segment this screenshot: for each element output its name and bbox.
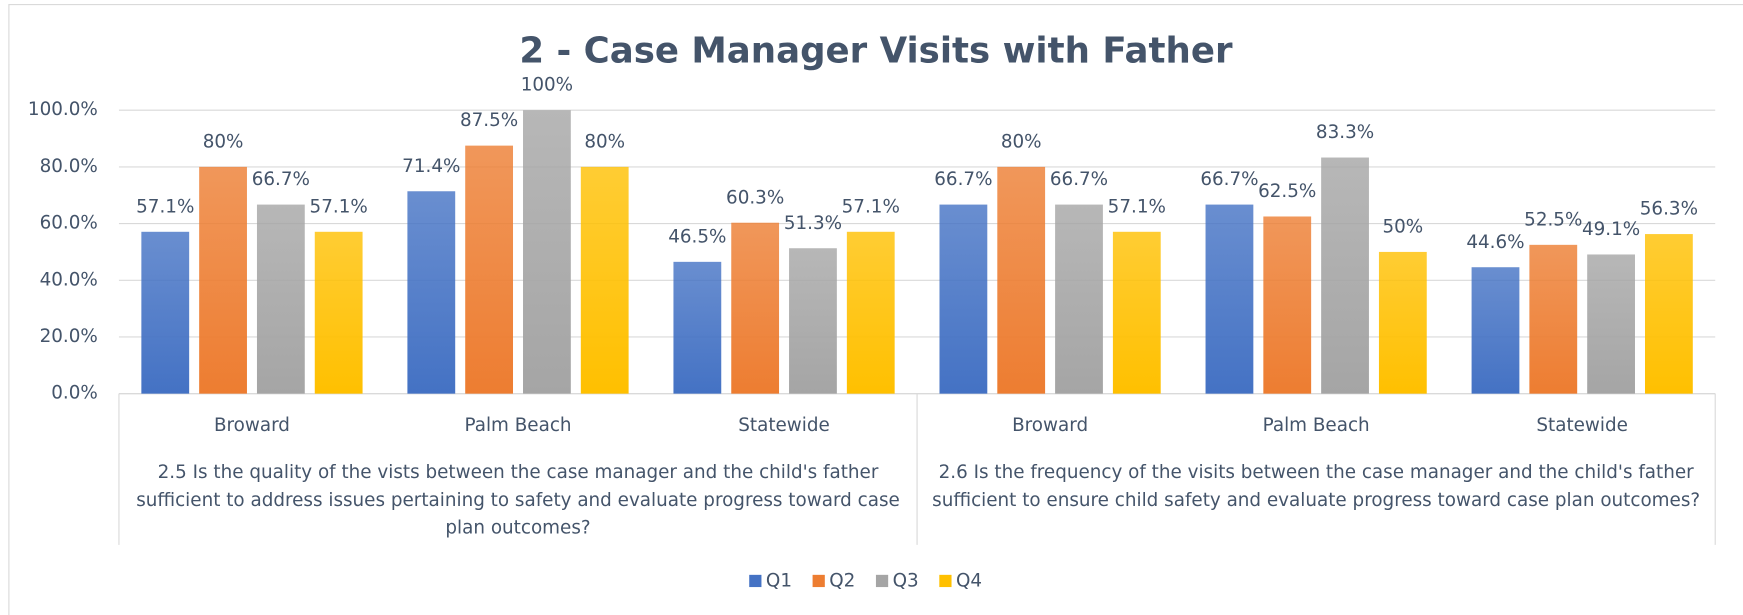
x-tick-label: Broward [1012, 415, 1088, 436]
x-tick-label: Statewide [738, 415, 830, 436]
y-tick-label: 0.0% [51, 383, 98, 404]
legend-swatch [749, 574, 762, 588]
bar [314, 231, 363, 394]
data-label: 80% [1001, 131, 1042, 152]
bar [939, 204, 988, 394]
x-tick-label: Palm Beach [465, 415, 572, 436]
bar [1471, 267, 1520, 394]
x-tick-label: Statewide [1536, 415, 1628, 436]
group-label: 2.6 Is the frequency of the visits betwe… [932, 461, 1701, 511]
data-label: 50% [1382, 216, 1423, 237]
y-tick-label: 80.0% [40, 156, 98, 177]
data-label: 83.3% [1316, 122, 1374, 143]
bar [846, 231, 895, 394]
bar [465, 145, 514, 394]
data-label: 57.1% [1108, 196, 1166, 217]
data-label: 66.7% [934, 169, 992, 190]
bar [1055, 204, 1103, 394]
bar [731, 222, 780, 394]
bar [1263, 216, 1312, 394]
y-tick-label: 40.0% [40, 269, 98, 290]
legend-label: Q1 [766, 571, 792, 592]
x-tick-label: Palm Beach [1263, 415, 1370, 436]
data-label: 66.7% [1050, 169, 1108, 190]
data-label: 44.6% [1466, 232, 1524, 253]
group-label-box: 2.6 Is the frequency of the visits betwe… [932, 461, 1701, 511]
data-label: 100% [521, 75, 573, 96]
data-label: 87.5% [460, 110, 518, 131]
bar [1205, 204, 1254, 394]
group-label: 2.5 Is the quality of the vists between … [136, 461, 900, 539]
chart-title: 2 - Case Manager Visits with Father [519, 30, 1233, 71]
data-label: 71.4% [402, 156, 460, 177]
data-label: 60.3% [726, 187, 784, 208]
data-label: 80% [203, 131, 244, 152]
group-label-box: 2.5 Is the quality of the vists between … [136, 461, 900, 539]
bar [1644, 234, 1693, 394]
legend-label: Q3 [893, 571, 919, 592]
bar [580, 166, 629, 394]
legend-swatch [939, 574, 952, 588]
data-label: 46.5% [668, 226, 726, 247]
data-label: 52.5% [1524, 209, 1582, 230]
bar [256, 204, 305, 394]
data-label: 66.7% [1200, 169, 1258, 190]
bar [1112, 231, 1161, 394]
bar [523, 110, 571, 394]
legend-label: Q2 [829, 571, 855, 592]
x-tick-label: Broward [214, 415, 290, 436]
data-label: 49.1% [1582, 219, 1640, 240]
data-label: 62.5% [1258, 181, 1316, 202]
data-label: 66.7% [252, 169, 310, 190]
data-label: 80% [584, 131, 625, 152]
chart-border [8, 4, 1743, 615]
bar [1529, 244, 1578, 394]
bar [1378, 251, 1427, 394]
legend-label: Q4 [956, 571, 982, 592]
bar [1321, 157, 1369, 394]
bar [1587, 254, 1635, 394]
bar [997, 166, 1046, 394]
y-tick-label: 60.0% [40, 213, 98, 234]
bar [407, 191, 456, 394]
legend-swatch [875, 574, 889, 588]
bar [673, 261, 722, 394]
data-label: 51.3% [784, 213, 842, 234]
bar [789, 248, 837, 394]
legend-swatch [812, 574, 825, 588]
y-tick-label: 100.0% [28, 99, 98, 120]
bar [199, 166, 247, 394]
bar [141, 231, 190, 394]
y-tick-label: 20.0% [40, 326, 98, 347]
data-label: 57.1% [310, 196, 368, 217]
data-label: 57.1% [136, 196, 194, 217]
data-label: 57.1% [842, 196, 900, 217]
data-label: 56.3% [1640, 199, 1698, 220]
